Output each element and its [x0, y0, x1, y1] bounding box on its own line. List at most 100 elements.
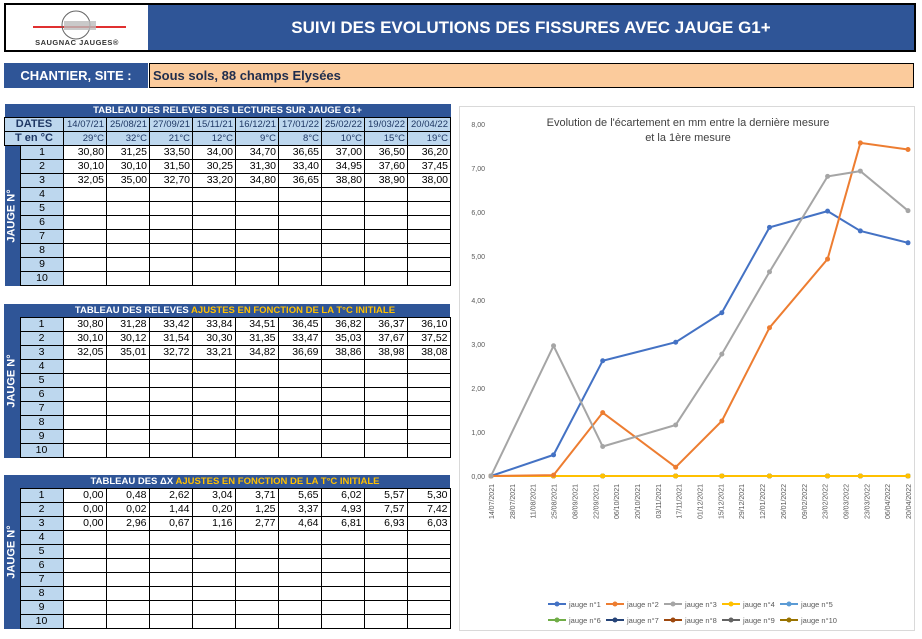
- table-cell[interactable]: [234, 614, 279, 629]
- table-cell[interactable]: [277, 530, 322, 545]
- table-cell[interactable]: [63, 187, 107, 202]
- table-cell[interactable]: [406, 558, 451, 573]
- table-cell[interactable]: [105, 586, 150, 601]
- table-cell[interactable]: 36,20: [407, 145, 451, 160]
- table-cell[interactable]: [148, 530, 193, 545]
- table-cell[interactable]: [234, 600, 279, 615]
- table-cell[interactable]: [149, 271, 193, 286]
- table-cell[interactable]: [62, 443, 107, 458]
- table-cell[interactable]: [106, 229, 150, 244]
- table-cell[interactable]: [191, 429, 236, 444]
- table-cell[interactable]: [234, 572, 279, 587]
- table-cell[interactable]: 36,37: [363, 317, 408, 332]
- table-cell[interactable]: [148, 387, 193, 402]
- table-cell[interactable]: [62, 530, 107, 545]
- table-cell[interactable]: [105, 572, 150, 587]
- table-cell[interactable]: 7,42: [406, 502, 451, 517]
- table-cell[interactable]: [148, 614, 193, 629]
- table-cell[interactable]: 33,50: [149, 145, 193, 160]
- table-cell[interactable]: [149, 215, 193, 230]
- table-cell[interactable]: [406, 614, 451, 629]
- table-cell[interactable]: [363, 429, 408, 444]
- table-cell[interactable]: [278, 257, 322, 272]
- table-cell[interactable]: 33,21: [191, 345, 236, 360]
- table-cell[interactable]: [105, 415, 150, 430]
- table-cell[interactable]: [407, 215, 451, 230]
- table-cell[interactable]: [277, 544, 322, 559]
- table-cell[interactable]: [277, 614, 322, 629]
- table-cell[interactable]: 2,96: [105, 516, 150, 531]
- table-cell[interactable]: [406, 429, 451, 444]
- table-cell[interactable]: [191, 401, 236, 416]
- table-cell[interactable]: 38,80: [321, 173, 365, 188]
- table-cell[interactable]: [192, 201, 236, 216]
- table-cell[interactable]: [62, 387, 107, 402]
- table-cell[interactable]: [363, 586, 408, 601]
- table-cell[interactable]: 36,82: [320, 317, 365, 332]
- table-cell[interactable]: [320, 387, 365, 402]
- table-cell[interactable]: 30,80: [63, 145, 107, 160]
- table-cell[interactable]: [364, 257, 408, 272]
- table-cell[interactable]: [320, 586, 365, 601]
- table-cell[interactable]: 38,86: [320, 345, 365, 360]
- table-cell[interactable]: [106, 215, 150, 230]
- table-cell[interactable]: 36,50: [364, 145, 408, 160]
- table-cell[interactable]: [62, 572, 107, 587]
- table-cell[interactable]: [105, 373, 150, 388]
- table-cell[interactable]: [364, 271, 408, 286]
- table-cell[interactable]: [106, 187, 150, 202]
- table-cell[interactable]: [277, 429, 322, 444]
- table-cell[interactable]: [407, 257, 451, 272]
- table-cell[interactable]: [191, 387, 236, 402]
- table-cell[interactable]: [234, 359, 279, 374]
- table-cell[interactable]: 37,60: [364, 159, 408, 174]
- table-cell[interactable]: [277, 558, 322, 573]
- table-cell[interactable]: [192, 243, 236, 258]
- table-cell[interactable]: [320, 401, 365, 416]
- table-cell[interactable]: [277, 401, 322, 416]
- table-cell[interactable]: [235, 201, 279, 216]
- table-cell[interactable]: 6,93: [363, 516, 408, 531]
- table-cell[interactable]: 37,00: [321, 145, 365, 160]
- table-cell[interactable]: 33,40: [278, 159, 322, 174]
- table-cell[interactable]: [235, 257, 279, 272]
- table-cell[interactable]: [62, 544, 107, 559]
- table-cell[interactable]: [364, 229, 408, 244]
- table-cell[interactable]: [406, 373, 451, 388]
- table-cell[interactable]: [62, 415, 107, 430]
- table-cell[interactable]: [148, 586, 193, 601]
- table-cell[interactable]: [63, 201, 107, 216]
- table-cell[interactable]: [106, 257, 150, 272]
- table-cell[interactable]: [105, 443, 150, 458]
- table-cell[interactable]: [234, 429, 279, 444]
- table-cell[interactable]: 0,00: [62, 502, 107, 517]
- table-cell[interactable]: [277, 359, 322, 374]
- table-cell[interactable]: [407, 243, 451, 258]
- table-cell[interactable]: [277, 600, 322, 615]
- table-cell[interactable]: [105, 544, 150, 559]
- table-cell[interactable]: [63, 215, 107, 230]
- table-cell[interactable]: 6,02: [320, 488, 365, 503]
- table-cell[interactable]: 6,81: [320, 516, 365, 531]
- table-cell[interactable]: 4,93: [320, 502, 365, 517]
- table-cell[interactable]: [363, 530, 408, 545]
- table-cell[interactable]: [105, 429, 150, 444]
- table-cell[interactable]: [105, 387, 150, 402]
- table-cell[interactable]: [321, 201, 365, 216]
- table-cell[interactable]: [234, 443, 279, 458]
- table-cell[interactable]: 5,57: [363, 488, 408, 503]
- table-cell[interactable]: [364, 243, 408, 258]
- table-cell[interactable]: [105, 530, 150, 545]
- table-cell[interactable]: 0,20: [191, 502, 236, 517]
- table-cell[interactable]: 7,57: [363, 502, 408, 517]
- table-cell[interactable]: [364, 215, 408, 230]
- table-cell[interactable]: [191, 544, 236, 559]
- site-value-field[interactable]: Sous sols, 88 champs Elysées: [149, 63, 914, 88]
- table-cell[interactable]: [148, 429, 193, 444]
- table-cell[interactable]: 38,90: [364, 173, 408, 188]
- table-cell[interactable]: 32,05: [63, 173, 107, 188]
- table-cell[interactable]: [191, 359, 236, 374]
- table-cell[interactable]: 31,30: [235, 159, 279, 174]
- table-cell[interactable]: [321, 257, 365, 272]
- table-cell[interactable]: [320, 443, 365, 458]
